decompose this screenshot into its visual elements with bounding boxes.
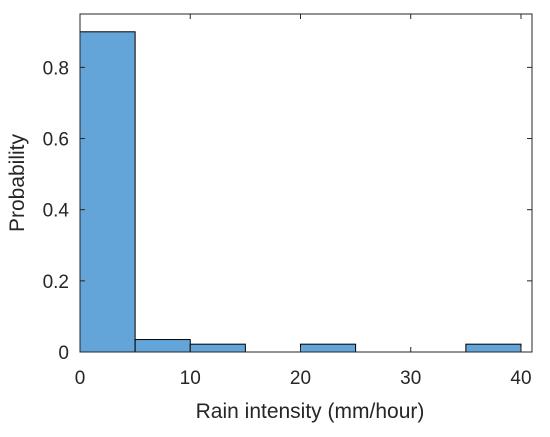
- axes-box: [79, 13, 533, 353]
- y-tick-label: 0.8: [43, 58, 69, 79]
- x-tick-label: 40: [510, 368, 531, 389]
- bars-group: [79, 31, 522, 353]
- histogram-bar: [465, 343, 522, 353]
- histogram-bar: [134, 339, 191, 353]
- x-tick-label: 30: [400, 368, 421, 389]
- y-tick-label: 0.6: [43, 130, 69, 151]
- y-tick-label: 0: [58, 343, 69, 364]
- x-tick-label: 10: [180, 368, 201, 389]
- histogram-bar: [299, 343, 357, 353]
- histogram-bar: [189, 343, 246, 353]
- x-axis-label: Rain intensity (mm/hour): [196, 400, 425, 423]
- y-axis-label: Probability: [6, 133, 29, 232]
- ticks-group: 0 10 20 30 40 0 0.2 0.4 0.6 0.8: [43, 14, 532, 389]
- x-tick-label: 0: [75, 368, 86, 389]
- x-tick-label: 20: [290, 368, 311, 389]
- histogram-bar: [79, 31, 136, 353]
- y-tick-label: 0.4: [43, 201, 70, 222]
- y-tick-label: 0.2: [43, 272, 69, 293]
